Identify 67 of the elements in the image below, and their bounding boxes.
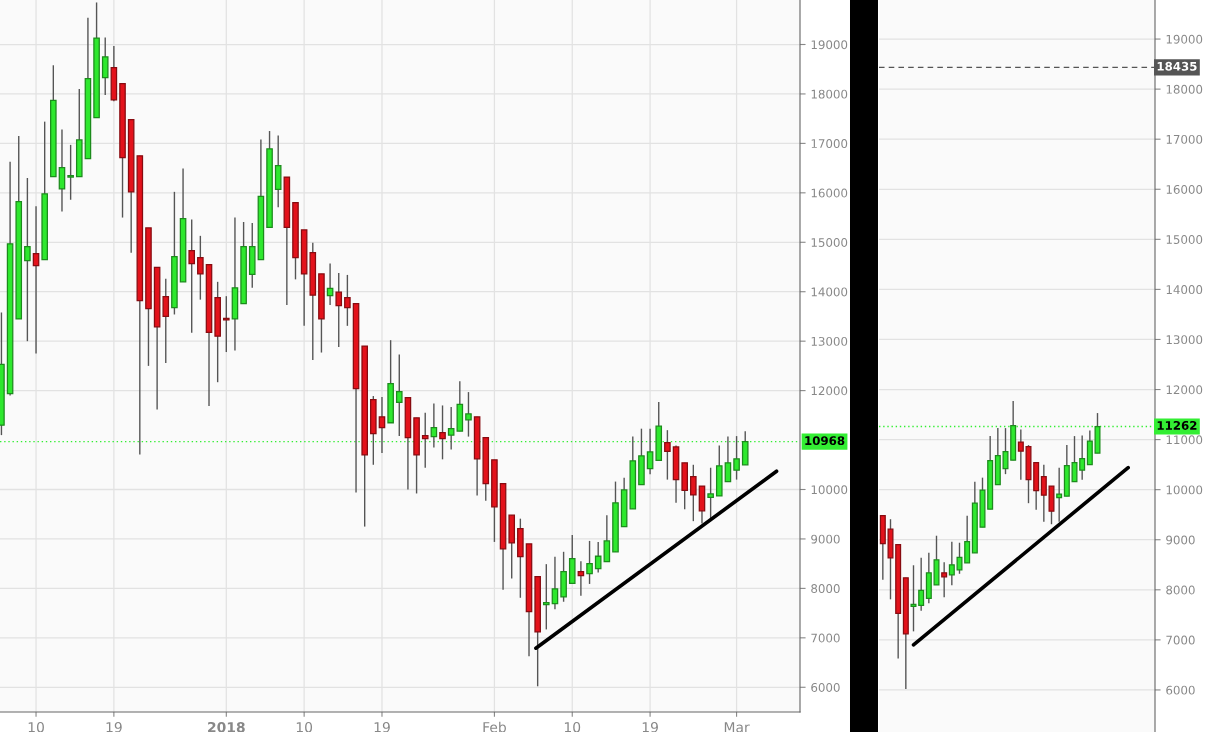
y-tick-label: 10000 [1166,485,1203,495]
y-tick-label: 8000 [811,584,840,594]
candlestick [646,427,654,475]
candlestick [543,563,550,631]
y-tick-label: 9000 [1166,535,1195,545]
y-tick-label: 16000 [811,188,848,198]
y-tick-label: 6000 [1166,685,1195,695]
candlestick [664,429,671,481]
candlestick [58,128,66,213]
y-tick-label: 12000 [811,386,848,396]
y-tick-label: 17000 [1166,134,1203,144]
y-tick-label: 10000 [811,485,848,495]
y-tick-label: 12000 [1166,385,1203,395]
y-tick-label: 14000 [1166,285,1203,295]
candlestick [603,514,611,563]
candlestick [223,295,230,353]
y-tick-label: 15000 [811,238,848,247]
x-tick-label: Mar [724,722,750,732]
y-tick-label: 14000 [811,287,848,297]
candlestick [551,556,559,610]
x-tick-label: 19 [642,721,658,732]
candlestick [439,404,446,461]
candlestick [197,235,204,301]
candlestick [101,36,109,96]
y-tick-label: 15000 [1166,235,1203,244]
candlestick [335,272,343,348]
y-tick-label: 7000 [811,633,840,643]
y-tick-label: 19000 [1166,34,1203,44]
candlestick [378,396,386,454]
y-tick-label: 13000 [811,336,848,346]
candlestick [24,177,31,342]
y-tick-label: 19000 [811,40,848,50]
candlestick [690,464,697,522]
candlestick [188,218,196,334]
x-tick-label: 19 [106,721,122,732]
candlestick [395,353,403,437]
candlestick [344,274,351,327]
x-tick-label: 2018 [208,721,245,732]
x-tick-label: 10 [296,721,313,732]
candlestick [941,561,948,599]
x-tick-label: Feb [483,721,506,732]
candlestick [274,134,282,208]
candlestick [586,540,593,585]
x-tick-label: 19 [374,721,390,732]
ref-line-label: 10968 [805,436,845,446]
x-tick-label: 10 [28,721,44,732]
candlestick [421,412,429,469]
candlestick [67,144,74,201]
y-tick-label: 18000 [811,89,848,99]
y-tick-label: 16000 [1166,184,1203,194]
ref-line-label: 11262 [1157,420,1197,430]
x-tick-label: 10 [564,721,581,732]
candlestick [577,560,585,597]
y-tick-label: 9000 [811,534,840,544]
candlestick [430,402,438,449]
y-tick-label: 6000 [811,683,840,692]
y-tick-label: 11000 [1166,435,1203,445]
y-tick-label: 18000 [1166,84,1203,94]
candlestick [594,541,602,574]
y-tick-label: 7000 [1166,635,1195,645]
y-tick-label: 8000 [1166,585,1195,595]
y-tick-label: 17000 [811,139,848,149]
candlestick [162,278,170,364]
candlestick [32,205,40,355]
candlestick [465,391,472,438]
y-tick-label: 13000 [1166,335,1203,345]
ref-line-label: 18435 [1157,61,1197,71]
